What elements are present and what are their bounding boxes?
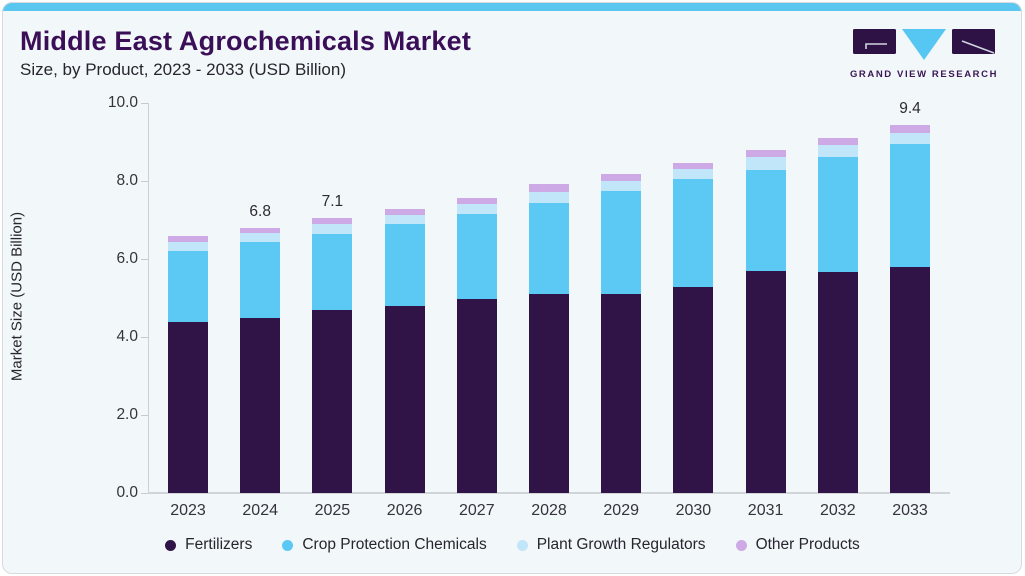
bar-segment-2027 — [456, 298, 497, 493]
y-tick-label: 8.0 — [116, 172, 138, 189]
bar-segment-2032 — [817, 138, 858, 146]
y-tick-mark — [141, 180, 148, 182]
bar-segment-2031 — [745, 170, 786, 271]
bar-segment-2030 — [673, 179, 714, 287]
bar-segment-2032 — [817, 271, 858, 493]
legend-label: Other Products — [755, 536, 860, 553]
x-tick-label: 2031 — [747, 502, 784, 519]
x-tick-label: 2026 — [386, 502, 423, 519]
legend-item: Other Products — [735, 536, 860, 554]
bar-segment-2024 — [240, 232, 281, 242]
bar-segment-2026 — [384, 223, 425, 306]
y-tick-label: 10.0 — [107, 94, 138, 111]
x-tick-label: 2029 — [603, 502, 639, 519]
bar-segment-2025 — [312, 233, 353, 310]
x-tick-label: 2023 — [170, 502, 206, 519]
bar-segment-2033 — [890, 266, 930, 493]
bar-segment-2023 — [168, 236, 208, 243]
legend-dot-icon — [282, 539, 294, 551]
bar-segment-2024 — [240, 317, 281, 493]
y-tick-mark — [141, 414, 148, 416]
bar-total-label: 6.8 — [249, 202, 271, 220]
bar-segment-2029 — [601, 181, 642, 192]
bar-segment-2026 — [384, 209, 425, 215]
bar-segment-2030 — [673, 163, 714, 169]
y-tick-label: 0.0 — [116, 484, 138, 501]
y-tick-label: 2.0 — [116, 406, 138, 423]
y-tick-mark — [141, 336, 148, 338]
x-tick-label: 2028 — [531, 502, 567, 519]
bar-segment-2027 — [456, 204, 497, 215]
bar-segment-2031 — [745, 156, 786, 171]
bar-segment-2025 — [312, 217, 353, 224]
bar-segment-2024 — [240, 227, 281, 233]
bar-segment-2033 — [890, 124, 930, 134]
legend-label: Crop Protection Chemicals — [302, 536, 487, 553]
legend-dot-icon — [516, 539, 528, 551]
bar-segment-2031 — [745, 150, 786, 157]
bar-segment-2030 — [673, 286, 714, 493]
bar-segment-2026 — [384, 305, 425, 493]
y-tick-mark — [141, 258, 148, 260]
accent-top-bar — [3, 3, 1021, 11]
legend-item: Plant Growth Regulators — [516, 536, 706, 554]
gvr-logo: GRAND VIEW RESEARCH — [849, 27, 999, 80]
x-tick-label: 2030 — [675, 502, 712, 519]
y-axis-title: Market Size (USD Billion) — [8, 211, 26, 382]
bar-segment-2028 — [529, 293, 569, 493]
bar-segment-2029 — [601, 293, 642, 493]
bar-total-label: 9.4 — [899, 99, 921, 117]
bar-segment-2025 — [312, 309, 353, 493]
bar-segment-2025 — [312, 223, 353, 234]
legend-item: Crop Protection Chemicals — [282, 536, 487, 554]
bar-segment-2026 — [384, 214, 425, 224]
gvr-logo-icon — [853, 29, 995, 60]
bar-segment-2027 — [456, 214, 497, 299]
bar-segment-2024 — [240, 241, 281, 318]
bar-segment-2028 — [529, 202, 569, 294]
bar-segment-2032 — [817, 145, 858, 157]
x-tick-label: 2032 — [820, 502, 856, 519]
page-title: Middle East Agrochemicals Market — [20, 26, 472, 56]
bar-segment-2023 — [168, 251, 208, 323]
bar-segment-2028 — [529, 184, 569, 192]
page-subtitle: Size, by Product, 2023 - 2033 (USD Billi… — [20, 60, 346, 79]
bar-segment-2033 — [890, 133, 930, 144]
legend-label: Fertilizers — [185, 536, 253, 553]
x-tick-label: 2027 — [459, 502, 495, 519]
bar-segment-2029 — [601, 173, 642, 181]
y-axis-line — [148, 103, 149, 493]
legend-item: Fertilizers — [165, 536, 252, 554]
bar-segment-2023 — [168, 242, 208, 252]
x-axis-baseline — [148, 492, 950, 494]
bar-total-label: 7.1 — [321, 192, 344, 210]
bar-segment-2032 — [817, 156, 858, 272]
gvr-logo-text: GRAND VIEW RESEARCH — [849, 69, 999, 80]
x-tick-label: 2033 — [892, 502, 928, 519]
x-tick-label: 2024 — [242, 502, 278, 519]
bar-segment-2033 — [890, 143, 930, 267]
x-tick-label: 2025 — [314, 502, 351, 519]
y-tick-mark — [141, 492, 148, 494]
bar-segment-2023 — [168, 322, 208, 493]
y-tick-mark — [141, 102, 148, 104]
y-tick-label: 6.0 — [116, 250, 138, 267]
legend-dot-icon — [165, 539, 177, 551]
bar-segment-2027 — [456, 198, 497, 204]
bar-segment-2028 — [529, 191, 569, 203]
bar-segment-2030 — [673, 168, 714, 180]
legend-dot-icon — [735, 539, 747, 551]
legend: Fertilizers Crop Protection Chemicals Plan… — [0, 536, 1025, 554]
bar-segment-2031 — [745, 270, 786, 493]
legend-label: Plant Growth Regulators — [536, 536, 706, 553]
y-tick-label: 4.0 — [116, 328, 138, 345]
bar-segment-2029 — [601, 191, 642, 294]
